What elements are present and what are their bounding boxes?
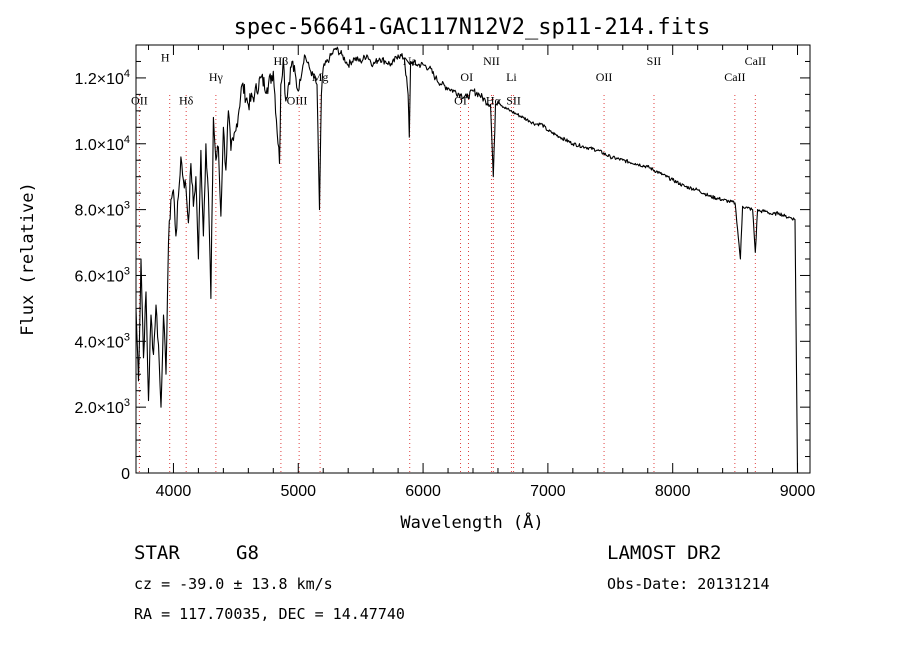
line-label: Mg: [312, 70, 329, 84]
y-axis-label: Flux (relative): [18, 182, 38, 336]
chart-title: spec-56641-GAC117N12V2_sp11-214.fits: [234, 15, 711, 40]
x-tick-label: 9000: [780, 483, 816, 500]
y-axis: 0 2.0×103 4.0×103 6.0×103 8.0×103 1.0×104 1.2×…: [74, 60, 810, 483]
line-label: SII: [506, 93, 521, 107]
object-subclass: G8: [236, 542, 259, 564]
object-class: STAR: [134, 542, 180, 564]
line-label: Na: [403, 54, 418, 68]
y-tick-label: 2.0×103: [74, 397, 130, 417]
line-label: Li: [506, 70, 517, 84]
line-label: Hβ: [274, 54, 289, 68]
observation-date: Obs-Date: 20131214: [607, 575, 770, 593]
y-tick-label: 1.0×104: [74, 134, 130, 154]
y-tick-label: 0: [121, 466, 130, 483]
survey-name: LAMOST DR2: [607, 542, 721, 564]
x-tick-label: 7000: [530, 483, 566, 500]
line-label: OI: [454, 93, 467, 107]
y-tick-label: 4.0×103: [74, 331, 130, 351]
line-label: OII: [596, 70, 613, 84]
line-labels: H OII Hδ Hγ Hβ OIII Mg Na OI OI NII Hα Li SII OII SII Ca…: [131, 50, 766, 107]
y-tick-label: 6.0×103: [74, 265, 130, 285]
redshift-cz: cz = -39.0 ± 13.8 km/s: [134, 575, 333, 593]
y-tick-label: 1.2×104: [74, 68, 130, 88]
line-label: NII: [483, 54, 500, 68]
coordinates: RA = 117.70035, DEC = 14.47740: [134, 605, 405, 623]
line-label: CaII: [745, 54, 766, 68]
line-label: OII: [131, 93, 148, 107]
plot-frame: [135, 44, 811, 474]
line-markers: [138, 95, 756, 473]
x-tick-label: 8000: [655, 483, 691, 500]
x-tick-label: 4000: [156, 483, 192, 500]
line-label: H: [161, 50, 170, 64]
x-axis: 4000 5000 6000 7000 8000 9000: [147, 45, 816, 500]
line-label: CaII: [724, 70, 745, 84]
x-axis-label: Wavelength (Å): [400, 511, 543, 533]
y-tick-label: 8.0×103: [74, 200, 130, 220]
x-tick-label: 5000: [280, 483, 316, 500]
line-label: Hγ: [209, 70, 224, 84]
line-label: Hα: [486, 93, 502, 107]
spectrum-line: [135, 46, 799, 474]
line-label: OI: [460, 70, 473, 84]
line-label: Hδ: [179, 93, 194, 107]
x-tick-label: 6000: [405, 483, 441, 500]
line-label: OIII: [287, 93, 308, 107]
line-label: SII: [647, 54, 662, 68]
